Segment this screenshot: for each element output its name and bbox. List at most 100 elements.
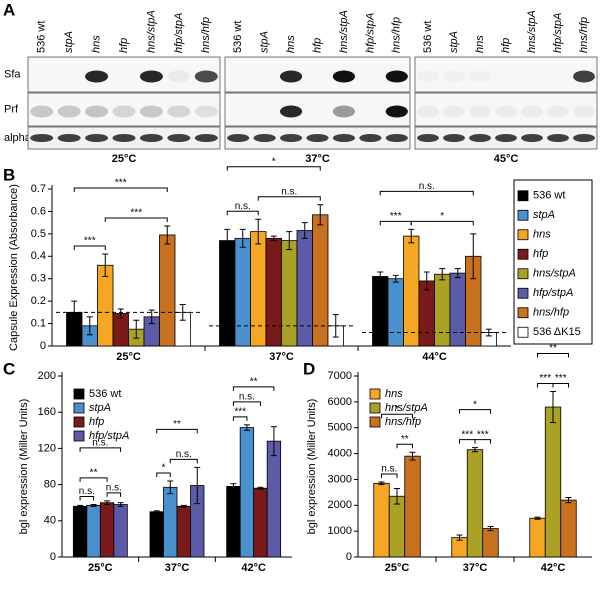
blot-band: [469, 105, 491, 118]
bar: [388, 495, 406, 558]
significance-label: ***: [84, 236, 96, 247]
error-bar: [270, 235, 277, 242]
blot-band: [279, 70, 303, 83]
y-axis-label: bgl expression (Miller Units): [306, 399, 318, 535]
y-tick-label: 2000: [328, 499, 352, 511]
significance-bracket: [396, 443, 413, 449]
legend-label: hfp/stpA: [89, 430, 129, 442]
lane-label: stpA: [448, 31, 460, 53]
blot-frame: [414, 92, 598, 127]
legend-label: hns: [533, 229, 551, 241]
lane-label: hfp/stpA: [552, 13, 564, 53]
significance-label: n.s.: [79, 486, 95, 497]
bar: [372, 276, 389, 347]
bar: [403, 235, 420, 347]
panel-letter: A: [3, 0, 15, 19]
significance-label: *: [395, 404, 399, 415]
lane-label: 536 wt: [36, 21, 48, 53]
significance-label: ***: [234, 407, 246, 418]
bar: [482, 528, 499, 558]
error-bar: [423, 271, 430, 291]
blot-band: [253, 134, 276, 142]
y-tick-label: 120: [38, 442, 56, 454]
legend-swatch: [517, 326, 529, 338]
bar: [296, 230, 313, 347]
legend-label: hns/hfp: [385, 416, 421, 428]
significance-label: n.s.: [419, 181, 435, 192]
blot-frame: [27, 56, 221, 93]
lane-label: hns: [285, 35, 297, 53]
significance-bracket: [459, 409, 491, 414]
lane-label: 536 wt: [232, 21, 244, 53]
y-tick-label: 0.1: [31, 317, 46, 329]
lane-label: hfp/stpA: [173, 13, 185, 53]
legend-label: 536 ΔK15: [533, 326, 581, 338]
bar: [159, 234, 176, 347]
blot-row-label: alpha: [4, 132, 32, 144]
significance-label: ***: [130, 208, 142, 219]
significance-label: *: [272, 156, 276, 167]
error-bar: [409, 451, 416, 461]
blot-band: [139, 105, 163, 118]
y-axis-label: bgl expression (Miller Units): [18, 399, 30, 535]
bar: [97, 264, 114, 347]
blot-band: [279, 105, 303, 118]
y-tick-label: 80: [44, 479, 56, 491]
blot-band: [417, 134, 439, 142]
blot-band: [30, 105, 54, 118]
legend-swatch: [517, 268, 529, 280]
significance-bracket: [79, 447, 122, 452]
error-bar: [255, 218, 262, 245]
blot-band: [167, 105, 191, 118]
blot-band: [139, 70, 163, 83]
significance-bracket: [381, 473, 398, 479]
error-bar: [71, 300, 78, 325]
error-bar: [86, 316, 93, 336]
significance-bracket: [73, 187, 168, 193]
blot-frame: [224, 92, 411, 127]
bar: [281, 240, 298, 347]
significance-bracket: [79, 496, 95, 501]
temperature-label: 37°C: [305, 153, 330, 165]
error-bar: [180, 504, 187, 508]
blot-band: [332, 134, 356, 142]
error-bar: [456, 534, 463, 541]
significance-bracket: [410, 220, 474, 226]
y-tick-label: 0.2: [31, 295, 46, 307]
legend-label: 536 wt: [89, 388, 121, 400]
error-bar: [77, 504, 84, 508]
significance-bracket: [232, 416, 248, 421]
bar: [529, 517, 546, 558]
lane-label: stpA: [63, 31, 75, 53]
error-bar: [243, 424, 250, 431]
x-tick-label: 42°C: [241, 562, 266, 574]
blot-band: [521, 134, 543, 142]
error-bar: [377, 271, 384, 282]
temperature-label: 25°C: [112, 153, 137, 165]
y-tick-label: 0.5: [31, 228, 46, 240]
legend-swatch: [517, 287, 529, 299]
blot-band: [194, 70, 218, 83]
blot-band: [443, 105, 465, 118]
y-tick-label: 6000: [328, 396, 352, 408]
error-bar: [317, 204, 324, 226]
blot-band: [469, 134, 491, 142]
error-bar: [102, 253, 109, 277]
blot-band: [573, 134, 595, 142]
bar: [418, 280, 435, 347]
x-tick-label: 37°C: [463, 562, 488, 574]
blot-band: [469, 71, 491, 83]
legend-box: [513, 179, 593, 345]
blot-band: [85, 134, 109, 142]
bar: [149, 511, 164, 558]
error-bar: [534, 516, 541, 520]
significance-bracket: [106, 492, 122, 497]
blot-band: [167, 134, 191, 142]
significance-label: n.s.: [176, 449, 192, 460]
error-bar: [230, 483, 237, 490]
y-tick-label: 0: [40, 340, 46, 352]
y-tick-label: 3000: [328, 473, 352, 485]
significance-bracket: [381, 413, 413, 419]
error-bar: [286, 231, 293, 251]
blot-band: [30, 134, 54, 142]
